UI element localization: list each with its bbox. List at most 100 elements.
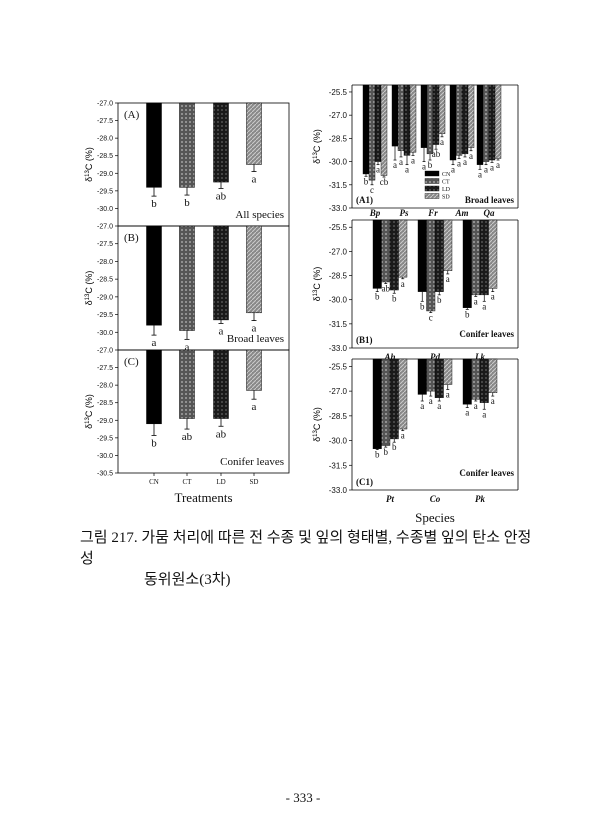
bar-Pd-CN [417, 219, 427, 292]
panel-frame-A [117, 102, 290, 227]
significance-letter: a [482, 409, 486, 419]
legend-label: CN [442, 172, 451, 178]
y-tick-label: -27.5 [97, 118, 113, 125]
y-tick-label: -30.0 [329, 296, 348, 305]
significance-letter: a [465, 408, 469, 418]
y-tick-label: -30.0 [97, 453, 113, 460]
y-tick-label: -28.5 [97, 400, 113, 407]
category-label: Co [430, 494, 441, 504]
category-label: Pt [386, 494, 394, 504]
caption-line-1: 그림 217. 가뭄 처리에 따른 전 수종 및 잎의 형태별, 수종별 잎의 … [80, 530, 532, 567]
y-tick-label: -27.0 [97, 101, 113, 108]
y-tick-label: -29.5 [97, 312, 113, 319]
y-tick-label: -28.0 [97, 259, 113, 266]
bar-Qa-CN [476, 84, 484, 165]
significance-letter: a [491, 292, 495, 302]
y-tick-label: -30.0 [329, 158, 348, 167]
y-tick-label: -25.5 [329, 362, 348, 371]
significance-letter: a [478, 169, 482, 179]
x-axis-label: Species [415, 510, 455, 525]
page-number: - 333 - [285, 790, 321, 805]
panel-note: Broad leaves [227, 333, 284, 345]
bar-Lk-CN [462, 219, 472, 308]
significance-letter: c [370, 185, 374, 195]
bar-SD [246, 102, 262, 165]
y-tick-label: -29.0 [97, 294, 113, 301]
x-tick-label: CT [183, 478, 193, 486]
significance-letter: ab [432, 149, 441, 159]
bar-CN [146, 349, 162, 425]
y-tick-label: -31.5 [329, 181, 348, 190]
bar-Pk-SD [488, 358, 498, 393]
bar-Pd-LD [434, 219, 444, 292]
bar-Lk-SD [488, 219, 498, 289]
bar-Fr-CN [420, 84, 428, 148]
bar-Pk-CN [462, 358, 472, 405]
significance-letter: a [185, 341, 190, 353]
bar-Fr-LD [432, 84, 440, 145]
significance-letter: b [392, 442, 397, 452]
category-label: Ps [400, 208, 409, 218]
significance-letter: b [375, 450, 380, 460]
y-tick-label: -28.5 [329, 134, 348, 143]
y-axis-label: δ13C (%) [84, 394, 94, 429]
significance-letter: a [401, 431, 405, 441]
y-axis-label: δ13C (%) [312, 267, 322, 302]
bar-LD [213, 102, 229, 183]
bar-Ps-LD [403, 84, 411, 156]
bar-SD [246, 349, 262, 391]
y-tick-label: -28.0 [97, 136, 113, 143]
significance-letter: a [152, 337, 157, 349]
panel-note: Conifer leaves [220, 456, 284, 468]
significance-letter: a [252, 174, 257, 186]
significance-letter: b [428, 160, 433, 170]
panel-label: (B) [124, 232, 139, 244]
bar-Bp-SD [380, 84, 388, 176]
bar-Ah-CT [381, 219, 391, 283]
x-axis-label: Treatments [174, 490, 232, 505]
bar-Fr-CT [426, 84, 434, 155]
y-tick-label: -33.0 [329, 486, 348, 495]
bar-Pk-CT [471, 358, 481, 400]
panel-label: (C) [124, 356, 139, 368]
y-tick-label: -30.0 [97, 330, 113, 337]
significance-letter: a [405, 165, 409, 175]
y-axis-label: δ13C (%) [312, 407, 322, 442]
bar-Pt-CN [372, 358, 382, 450]
bar-CT [179, 102, 195, 188]
bar-Ps-CT [397, 84, 405, 151]
y-tick-label: -25.5 [329, 88, 348, 97]
legend-swatch-LD [424, 185, 440, 192]
bar-Bp-LD [374, 84, 382, 162]
y-tick-label: -27.0 [329, 111, 348, 120]
y-tick-label: -28.5 [329, 272, 348, 281]
significance-letter: c [429, 313, 433, 323]
panel-label: (C1) [356, 477, 373, 487]
bar-Bp-CT [368, 84, 376, 181]
significance-letter: ab [216, 428, 227, 440]
significance-letter: b [465, 309, 470, 319]
significance-letter: a [440, 137, 444, 147]
bar-Ah-SD [398, 219, 408, 278]
y-tick-label: -30.5 [97, 471, 113, 478]
significance-letter: a [446, 274, 450, 284]
y-tick-label: -31.5 [329, 461, 348, 470]
category-label: Ah [383, 352, 395, 362]
bar-Pt-CT [381, 358, 391, 446]
y-tick-label: -27.0 [329, 387, 348, 396]
caption-line-2: 동위원소(3차) [144, 572, 231, 588]
bar-Pd-SD [443, 219, 453, 271]
category-label: Pk [475, 494, 485, 504]
bar-Pk-LD [479, 358, 489, 403]
y-tick-label: -29.5 [97, 188, 113, 195]
bar-Bp-CN [362, 84, 370, 175]
figure: -27.0-27.5-28.0-28.5-29.0-29.5-30.0 b baba… [84, 84, 519, 525]
bar-Lk-CT [471, 219, 481, 296]
bar-LD [213, 349, 229, 419]
bar-Ah-LD [389, 219, 399, 291]
category-label: Lk [474, 352, 485, 362]
bar-Ps-CN [391, 84, 399, 147]
significance-letter: a [474, 401, 478, 411]
bar-Co-LD [434, 358, 444, 398]
significance-letter: ab [182, 431, 193, 443]
